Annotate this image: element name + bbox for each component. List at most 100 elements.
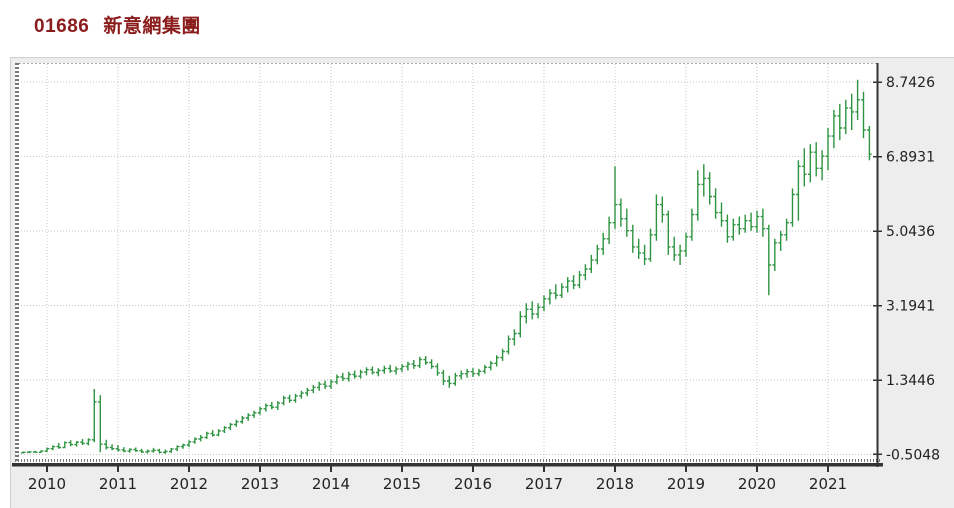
ohlc-bar[interactable] xyxy=(618,198,624,227)
ohlc-bar[interactable] xyxy=(796,160,801,221)
ohlc-bar[interactable] xyxy=(115,445,121,452)
ohlc-bar[interactable] xyxy=(671,236,677,261)
ohlc-bar[interactable] xyxy=(145,449,150,454)
ohlc-bar[interactable] xyxy=(843,99,849,135)
ohlc-bar[interactable] xyxy=(310,385,316,394)
ohlc-bar[interactable] xyxy=(529,301,535,320)
ohlc-bar[interactable] xyxy=(701,164,707,197)
ohlc-bar[interactable] xyxy=(630,224,636,253)
ohlc-bar[interactable] xyxy=(766,224,772,296)
ohlc-bar[interactable] xyxy=(837,103,843,141)
ohlc-bar[interactable] xyxy=(488,360,494,371)
ohlc-bar[interactable] xyxy=(660,196,665,223)
ohlc-bar[interactable] xyxy=(192,437,198,444)
ohlc-bar[interactable] xyxy=(210,430,215,437)
ohlc-bar[interactable] xyxy=(583,264,588,281)
ohlc-bar[interactable] xyxy=(784,218,789,241)
ohlc-bar[interactable] xyxy=(813,142,819,177)
ohlc-bar[interactable] xyxy=(151,447,156,453)
ohlc-bar[interactable] xyxy=(541,295,547,312)
ohlc-bar[interactable] xyxy=(376,368,381,377)
ohlc-bar[interactable] xyxy=(328,379,334,389)
ohlc-bar[interactable] xyxy=(103,439,109,450)
ohlc-bar[interactable] xyxy=(109,444,115,451)
ohlc-bar[interactable] xyxy=(855,79,860,120)
ohlc-bar[interactable] xyxy=(26,451,32,454)
ohlc-bar[interactable] xyxy=(251,410,257,418)
ohlc-bar[interactable] xyxy=(263,403,269,412)
ohlc-bar[interactable] xyxy=(228,422,233,431)
ohlc-bar[interactable] xyxy=(216,429,221,437)
ohlc-bar[interactable] xyxy=(139,448,144,454)
ohlc-bar[interactable] xyxy=(689,208,695,241)
ohlc-bar[interactable] xyxy=(713,188,718,219)
ohlc-bar[interactable] xyxy=(772,238,778,271)
ohlc-bar[interactable] xyxy=(423,356,428,365)
ohlc-bar[interactable] xyxy=(62,441,68,449)
ohlc-bar[interactable] xyxy=(334,374,340,385)
ohlc-bar[interactable] xyxy=(624,208,630,237)
ohlc-bar[interactable] xyxy=(204,431,210,439)
ohlc-bar[interactable] xyxy=(387,364,393,373)
ohlc-bar[interactable] xyxy=(867,126,872,161)
ohlc-bar[interactable] xyxy=(831,109,837,149)
ohlc-bar[interactable] xyxy=(636,238,641,259)
ohlc-bar[interactable] xyxy=(754,210,760,233)
ohlc-bar[interactable] xyxy=(677,244,683,265)
ohlc-bar[interactable] xyxy=(737,216,742,235)
ohlc-bar[interactable] xyxy=(654,194,659,241)
ohlc-bar[interactable] xyxy=(849,93,854,130)
ohlc-bar[interactable] xyxy=(748,212,754,231)
ohlc-bar[interactable] xyxy=(742,214,748,233)
ohlc-bar[interactable] xyxy=(571,275,576,290)
ohlc-bar[interactable] xyxy=(778,230,783,251)
ohlc-bar[interactable] xyxy=(180,443,186,449)
ohlc-bar[interactable] xyxy=(565,277,570,293)
ohlc-bar[interactable] xyxy=(405,361,411,371)
ohlc-bar[interactable] xyxy=(458,370,464,380)
ohlc-bar[interactable] xyxy=(168,447,174,453)
ohlc-bar[interactable] xyxy=(21,451,26,454)
ohlc-bar[interactable] xyxy=(470,368,476,377)
ohlc-bar[interactable] xyxy=(719,202,724,227)
ohlc-bar[interactable] xyxy=(346,371,352,382)
ohlc-bar[interactable] xyxy=(68,440,73,447)
ohlc-bar[interactable] xyxy=(121,447,127,453)
ohlc-bar[interactable] xyxy=(157,448,162,454)
ohlc-bar[interactable] xyxy=(642,244,647,265)
ohlc-bar[interactable] xyxy=(553,284,559,300)
ohlc-bar[interactable] xyxy=(790,188,795,227)
ohlc-bar[interactable] xyxy=(547,289,553,305)
ohlc-bar[interactable] xyxy=(186,440,192,448)
ohlc-bar[interactable] xyxy=(358,369,363,379)
ohlc-bar[interactable] xyxy=(393,366,399,375)
ohlc-bar[interactable] xyxy=(275,401,281,410)
ohlc-bar[interactable] xyxy=(364,367,369,376)
ohlc-bar[interactable] xyxy=(127,448,133,453)
ohlc-bar[interactable] xyxy=(86,438,91,446)
ohlc-bar[interactable] xyxy=(340,372,346,381)
ohlc-bar[interactable] xyxy=(518,311,523,338)
ohlc-bar[interactable] xyxy=(500,348,505,361)
ohlc-bar[interactable] xyxy=(589,254,594,273)
ohlc-bar[interactable] xyxy=(80,439,85,445)
ohlc-bar[interactable] xyxy=(429,359,434,369)
ohlc-bar[interactable] xyxy=(606,216,612,244)
ohlc-bar[interactable] xyxy=(494,355,499,367)
ohlc-bar[interactable] xyxy=(452,372,458,386)
ohlc-bar[interactable] xyxy=(257,406,263,415)
ohlc-bar[interactable] xyxy=(482,364,488,374)
ohlc-bar[interactable] xyxy=(825,128,831,171)
ohlc-bar[interactable] xyxy=(476,368,482,377)
plot-background[interactable] xyxy=(15,63,877,463)
ohlc-bar[interactable] xyxy=(808,144,813,183)
ohlc-bar[interactable] xyxy=(683,232,689,257)
ohlc-bar[interactable] xyxy=(612,166,618,229)
ohlc-bar[interactable] xyxy=(322,380,328,389)
ohlc-bar[interactable] xyxy=(411,360,417,369)
ohlc-bar[interactable] xyxy=(648,228,653,262)
ohlc-bar[interactable] xyxy=(92,389,97,443)
ohlc-bar[interactable] xyxy=(577,271,582,289)
ohlc-bar[interactable] xyxy=(595,244,600,265)
ohlc-bar[interactable] xyxy=(74,441,79,447)
